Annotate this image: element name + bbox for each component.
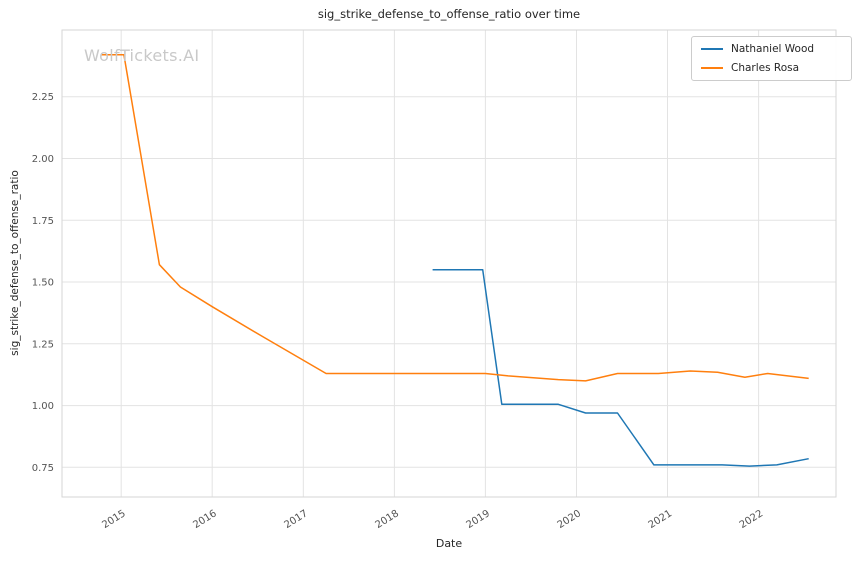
y-tick-label: 1.00 [32,401,54,412]
x-tick-label: 2015 [100,508,127,531]
x-tick-label: 2021 [647,508,674,531]
x-tick-label: 2019 [465,508,492,531]
legend: Nathaniel Wood Charles Rosa [691,36,852,81]
x-tick-label: 2020 [556,508,583,531]
legend-line-sample-blue [701,48,723,50]
x-tick-label: 2017 [282,508,309,531]
legend-item-nathaniel-wood: Nathaniel Wood [701,43,842,55]
y-tick-label: 1.50 [32,278,54,289]
x-tick-label: 2018 [374,508,401,531]
x-tick-label: 2022 [738,508,765,531]
y-tick-label: 1.25 [32,339,54,350]
y-tick-label: 1.75 [32,216,54,227]
series-line-charles-rosa [101,53,809,382]
watermark: WolfTickets.AI [84,46,200,65]
y-tick-label: 0.75 [32,463,54,474]
x-tick-label: 2016 [191,508,218,531]
plot-frame [61,29,837,498]
y-tick-label: 2.25 [32,92,54,103]
legend-item-charles-rosa: Charles Rosa [701,62,842,74]
chart-title: sig_strike_defense_to_offense_ratio over… [317,7,581,21]
y-axis-label: sig_strike_defense_to_offense_ratio [9,170,21,356]
legend-line-sample-orange [701,67,723,69]
legend-label-charles-rosa: Charles Rosa [731,62,800,74]
x-axis-label: Date [435,537,463,550]
legend-label-nathaniel-wood: Nathaniel Wood [731,43,815,55]
series-line-nathaniel-wood [432,268,809,467]
y-tick-label: 2.00 [32,154,54,165]
